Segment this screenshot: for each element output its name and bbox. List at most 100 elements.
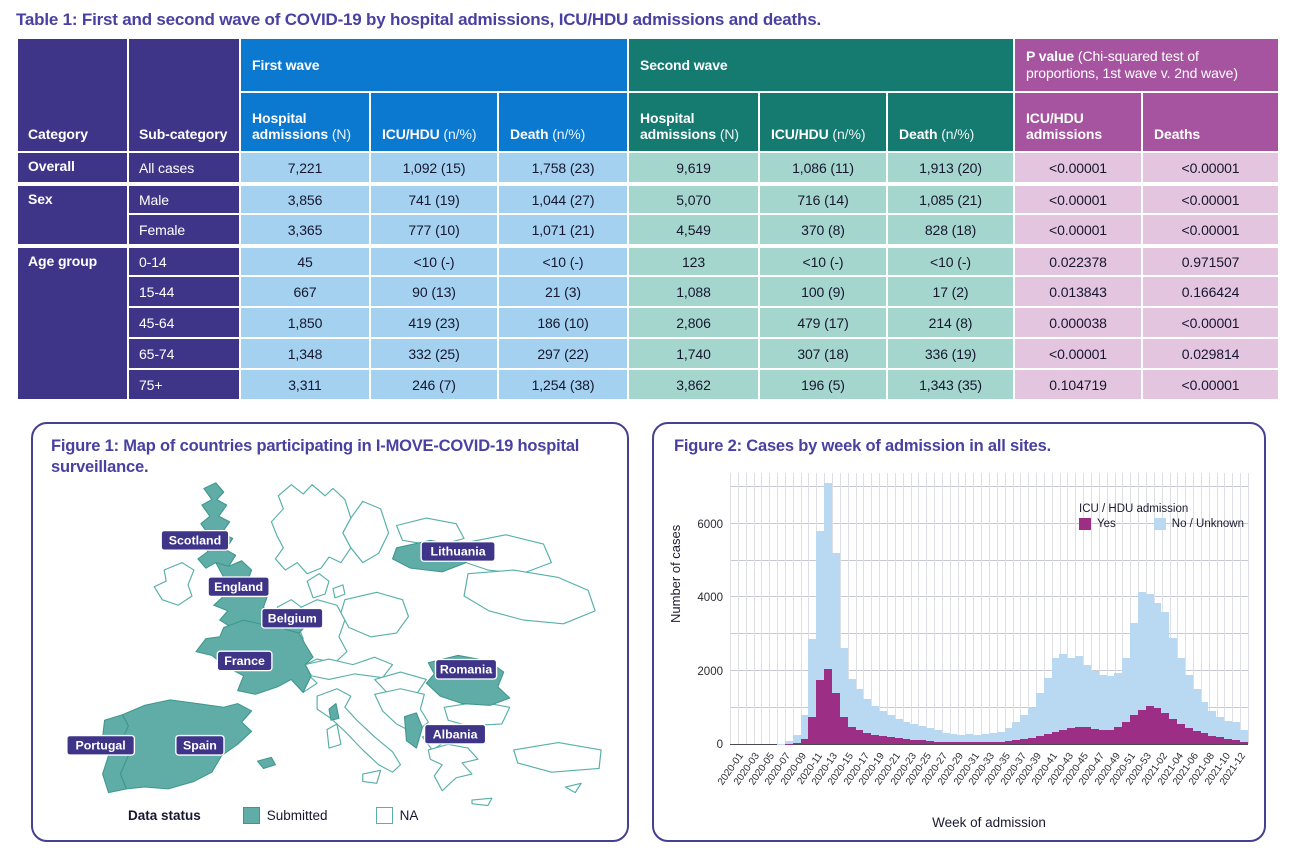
bar-segment-no-unknown — [933, 730, 942, 742]
data-cell: 186 (10) — [499, 308, 627, 337]
gridline-vertical — [855, 473, 857, 745]
bar-segment-yes — [1145, 705, 1154, 745]
bar — [761, 473, 769, 744]
bar-segment-no-unknown — [1051, 658, 1060, 732]
gridline-vertical — [871, 473, 873, 745]
bar-segment-no-unknown — [1232, 722, 1240, 741]
bar-segment-no-unknown — [1075, 656, 1083, 727]
bar-segment-no-unknown — [1020, 715, 1029, 739]
data-cell: 1,254 (38) — [499, 370, 627, 399]
bar-segment-yes — [1090, 729, 1099, 745]
data-cell: 1,343 (35) — [888, 370, 1014, 399]
na-swatch — [375, 807, 393, 824]
data-cell: 4,549 — [629, 215, 758, 244]
col-header-category: Category — [18, 39, 127, 151]
bar — [855, 473, 864, 745]
gridline-vertical — [1161, 473, 1163, 745]
bar — [792, 473, 801, 745]
bar-segment-yes — [1004, 740, 1013, 745]
bar-segment-yes — [1184, 727, 1193, 745]
bar-segment-yes — [941, 742, 950, 745]
country-label — [423, 723, 487, 745]
bar — [769, 473, 777, 744]
figure1-title: Figure 1: Map of countries participating… — [51, 437, 580, 477]
country-label — [66, 734, 136, 756]
bar-segment-yes — [1208, 735, 1217, 745]
bar — [808, 473, 817, 745]
bar-segment-no-unknown — [792, 735, 801, 743]
bar — [1122, 473, 1131, 745]
bar — [777, 473, 785, 745]
gridline-vertical — [1185, 473, 1187, 745]
band-first-wave: First wave — [241, 39, 627, 91]
bar-segment-no-unknown — [988, 733, 997, 742]
bar-segment-no-unknown — [1090, 670, 1099, 729]
bar-segment-yes — [910, 739, 919, 745]
country-label — [261, 607, 324, 629]
bar-segment-yes — [949, 742, 958, 745]
gridline-vertical — [777, 473, 779, 745]
bar — [1169, 473, 1178, 745]
bar-segment-no-unknown — [1122, 658, 1131, 723]
data-cell: 419 (23) — [371, 308, 497, 337]
y-axis-ticks: 0 2000 4000 6000 — [690, 473, 730, 752]
data-cell: 1,740 — [629, 339, 758, 368]
bar — [800, 473, 809, 745]
bar — [1114, 473, 1123, 745]
gridline-vertical — [981, 473, 983, 745]
country-label-text: Albania — [433, 728, 478, 742]
bar-segment-no-unknown — [1082, 665, 1091, 728]
bar-segment-yes — [1075, 726, 1083, 745]
bar-segment-yes — [1161, 713, 1170, 745]
data-cell: <0.00001 — [1015, 339, 1142, 368]
bar-segment-no-unknown — [1035, 693, 1044, 737]
gridline-vertical — [1028, 473, 1030, 745]
map-legend-title: Data status — [128, 808, 201, 823]
bar — [879, 473, 887, 745]
bar-segment-yes — [863, 733, 872, 745]
bar-segment-yes — [1082, 727, 1091, 745]
gridline-vertical — [1004, 473, 1006, 745]
bar — [1192, 473, 1201, 745]
bar — [1200, 473, 1209, 745]
data-cell: <10 (-) — [499, 246, 627, 275]
country-denmark — [306, 573, 330, 599]
country-cyprus — [564, 782, 582, 794]
bar — [1059, 473, 1068, 745]
sub-category-cell: 45-64 — [129, 308, 239, 337]
country-balearics — [256, 756, 276, 769]
bar-segment-yes — [1122, 722, 1131, 745]
bar-segment-no-unknown — [855, 689, 864, 731]
bar-segment-yes — [1192, 731, 1201, 745]
bar-segment-yes — [855, 730, 864, 745]
sub-category-cell: All cases — [129, 153, 239, 182]
bar-segment-no-unknown — [847, 678, 856, 727]
bar-segment-yes — [1028, 737, 1036, 745]
table-row: Age group 0-14 45 <10 (-) <10 (-) 123 <10 (-) <… — [18, 246, 1279, 399]
country-ireland — [153, 561, 195, 606]
table-body: Overall All cases 7,221 1,092 (15) 1,758 (23… — [18, 153, 1279, 399]
data-cell: <0.00001 — [1015, 215, 1142, 244]
bar-segment-yes — [933, 741, 942, 745]
table-row: Overall All cases 7,221 1,092 (15) 1,758 (23… — [18, 153, 1279, 182]
country-label-text: Belgium — [268, 612, 317, 626]
bar-segment-yes — [1051, 731, 1060, 745]
data-cell: 1,850 — [241, 308, 369, 337]
country-corsica — [328, 702, 340, 721]
bar-segment-no-unknown — [957, 734, 966, 743]
bar-segment-yes — [894, 738, 903, 745]
bar — [1208, 473, 1217, 745]
bar-segment-yes — [784, 743, 793, 745]
bar-segment-no-unknown — [902, 721, 911, 739]
data-cell: 246 (7) — [371, 370, 497, 399]
bar-segment-no-unknown — [1130, 623, 1138, 716]
country-label-text: Scotland — [169, 534, 221, 548]
data-cell: 1,085 (21) — [888, 184, 1014, 213]
bar-segment-no-unknown — [1169, 637, 1178, 719]
table-row: Female 3,365 777 (10) 1,071 (21) 4,549 370 (8… — [18, 215, 1279, 244]
covid-wave-table: Category Sub-category First wave Second … — [16, 37, 1280, 401]
bar-segment-no-unknown — [910, 723, 919, 740]
bar-segment-yes — [1153, 707, 1162, 745]
gridline-vertical — [808, 473, 810, 745]
gridline-vertical — [1114, 473, 1116, 745]
